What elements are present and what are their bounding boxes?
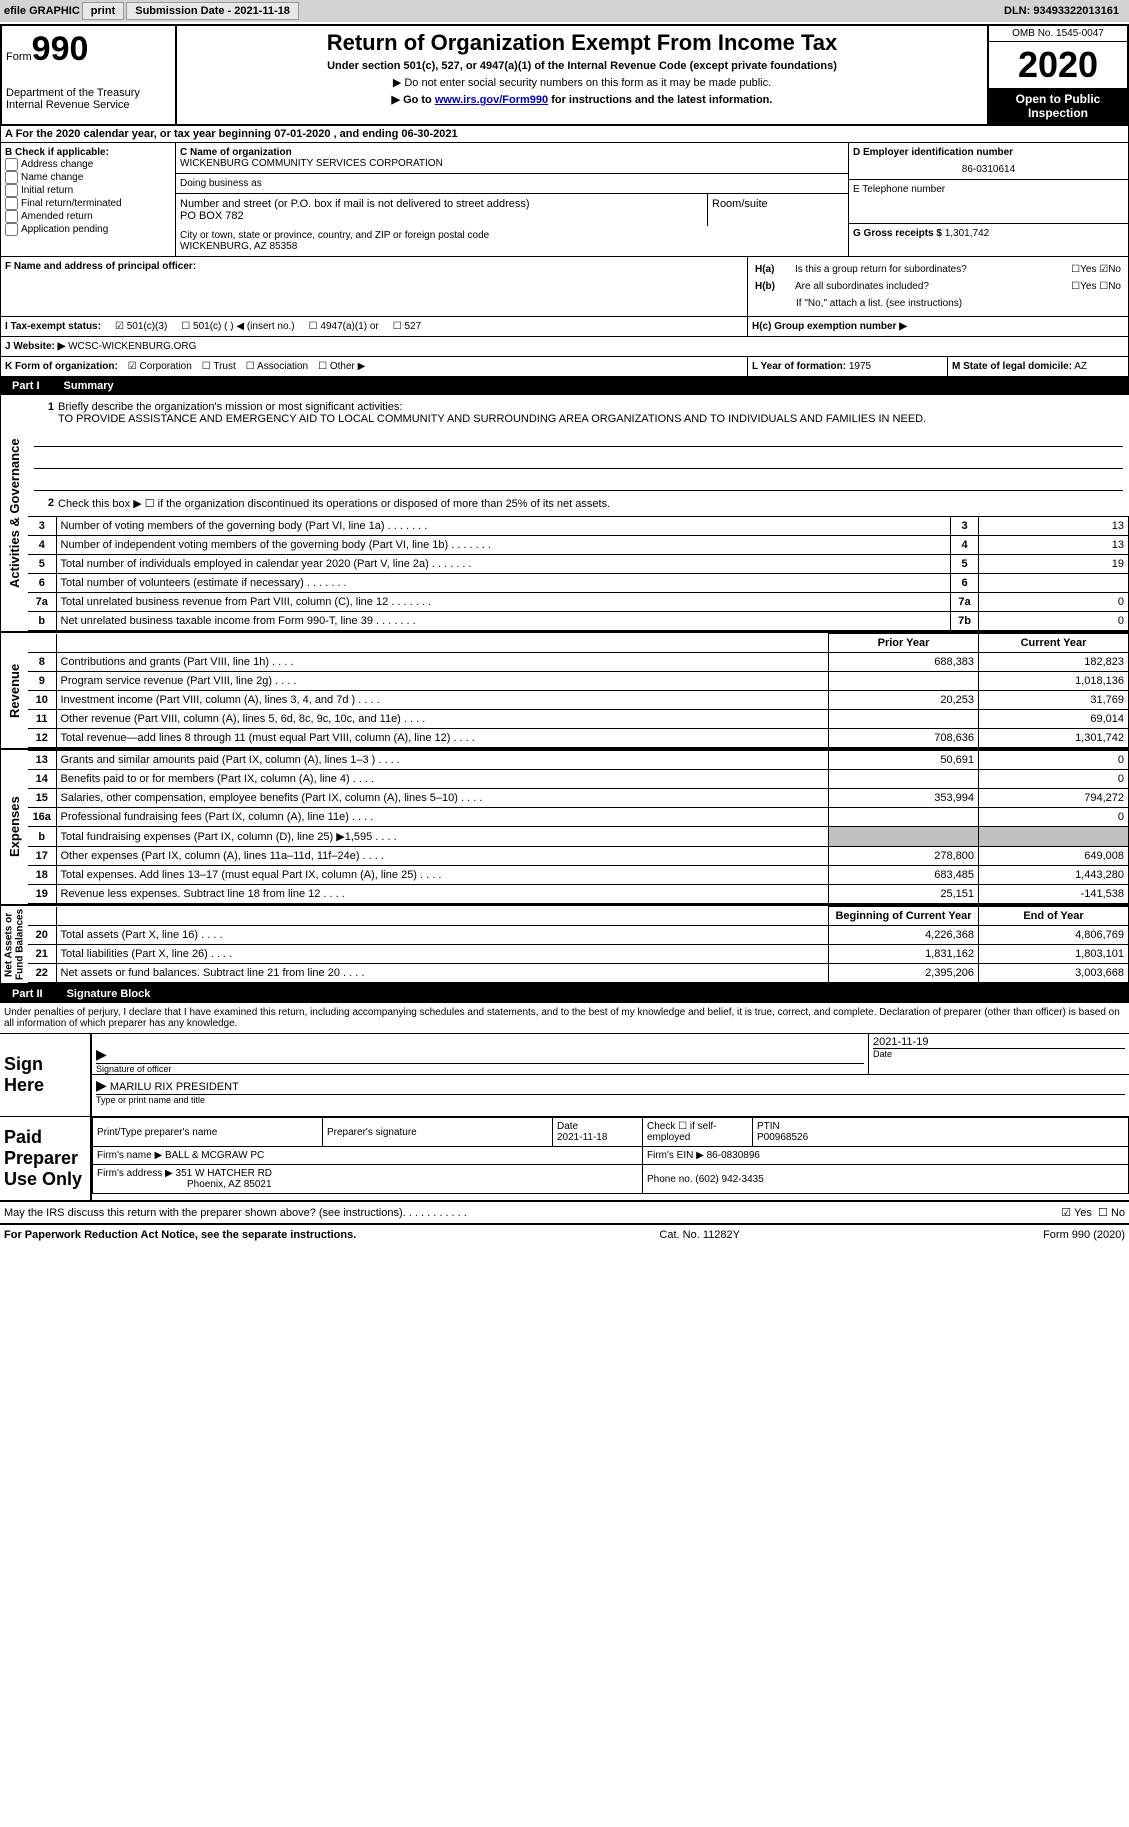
revenue-table: Prior YearCurrent Year8Contributions and… <box>28 633 1129 748</box>
chk-527[interactable]: ☐ 527 <box>393 321 421 332</box>
preparer-label: Paid Preparer Use Only <box>0 1117 90 1200</box>
section-fh: F Name and address of principal officer:… <box>0 257 1129 317</box>
side-net: Net Assets or Fund Balances <box>0 906 28 983</box>
section-c: C Name of organization WICKENBURG COMMUN… <box>176 143 848 256</box>
section-b: B Check if applicable: Address change Na… <box>1 143 176 256</box>
chk-assoc[interactable]: ☐ Association <box>246 361 308 372</box>
note-ssn: ▶ Do not enter social security numbers o… <box>181 76 983 89</box>
side-expenses: Expenses <box>0 750 28 904</box>
dept-label: Department of the Treasury Internal Reve… <box>6 87 171 111</box>
sign-here-label: Sign Here <box>0 1034 90 1116</box>
chk-address-change[interactable]: Address change <box>5 158 171 171</box>
efile-label: efile GRAPHIC <box>4 5 80 17</box>
section-j: J Website: ▶ WCSC-WICKENBURG.ORG <box>0 337 1129 357</box>
section-f-label: F Name and address of principal officer: <box>5 261 743 272</box>
form-subtitle: Under section 501(c), 527, or 4947(a)(1)… <box>181 60 983 72</box>
chk-trust[interactable]: ☐ Trust <box>202 361 236 372</box>
firm-addr: 351 W HATCHER RD <box>176 1168 273 1179</box>
part2-header: Part II Signature Block <box>0 985 1129 1003</box>
prep-date: 2021-11-18 <box>557 1132 607 1143</box>
dln-label: DLN: 93493322013161 <box>998 3 1125 19</box>
chk-discuss-yes[interactable]: ☑ Yes <box>1061 1206 1092 1219</box>
sig-date: 2021-11-19 <box>873 1036 1125 1048</box>
form-title: Return of Organization Exempt From Incom… <box>181 30 983 56</box>
mission-text: TO PROVIDE ASSISTANCE AND EMERGENCY AID … <box>34 413 1123 425</box>
section-klm: K Form of organization: ☑ Corporation ☐ … <box>0 357 1129 377</box>
section-hc: H(c) Group exemption number ▶ <box>748 317 1128 336</box>
chk-final-return[interactable]: Final return/terminated <box>5 197 171 210</box>
org-name-label: C Name of organization <box>180 147 844 158</box>
ein-label: D Employer identification number <box>853 147 1124 158</box>
chk-corp[interactable]: ☑ Corporation <box>128 361 192 372</box>
form-number: 990 <box>32 30 89 68</box>
preparer-block: Paid Preparer Use Only Print/Type prepar… <box>0 1117 1129 1202</box>
website-value: WCSC-WICKENBURG.ORG <box>68 341 196 352</box>
room-label: Room/suite <box>708 194 848 226</box>
print-button[interactable]: print <box>82 2 124 20</box>
form-header: Form990 Department of the Treasury Inter… <box>0 24 1129 126</box>
net-assets-table: Beginning of Current YearEnd of Year20To… <box>28 906 1129 983</box>
submission-date: Submission Date - 2021-11-18 <box>126 2 299 20</box>
year-formation: 1975 <box>849 361 871 372</box>
dba-label: Doing business as <box>176 174 848 194</box>
firm-name: BALL & MCGRAW PC <box>165 1150 264 1161</box>
side-governance: Activities & Governance <box>0 395 28 631</box>
org-name: WICKENBURG COMMUNITY SERVICES CORPORATIO… <box>180 158 844 169</box>
expenses-section: Expenses 13Grants and similar amounts pa… <box>0 750 1129 906</box>
omb-number: OMB No. 1545-0047 <box>989 26 1127 42</box>
public-inspection: Open to Public Inspection <box>989 88 1127 124</box>
governance-section: Activities & Governance 1Briefly describ… <box>0 395 1129 633</box>
city-label: City or town, state or province, country… <box>180 230 844 241</box>
ptin-value: P00968526 <box>757 1132 808 1143</box>
chk-amended[interactable]: Amended return <box>5 210 171 223</box>
irs-link[interactable]: www.irs.gov/Form990 <box>435 94 548 106</box>
chk-other[interactable]: ☐ Other ▶ <box>318 361 365 372</box>
note-link: ▶ Go to www.irs.gov/Form990 for instruct… <box>181 93 983 106</box>
chk-discuss-no[interactable]: ☐ No <box>1098 1206 1125 1219</box>
chk-initial-return[interactable]: Initial return <box>5 184 171 197</box>
chk-501c[interactable]: ☐ 501(c) ( ) ◀ (insert no.) <box>181 321 294 332</box>
governance-table: 3Number of voting members of the governi… <box>28 516 1129 631</box>
receipts-value: 1,301,742 <box>945 228 990 239</box>
net-assets-section: Net Assets or Fund Balances Beginning of… <box>0 906 1129 985</box>
tax-year: 2020 <box>989 42 1127 88</box>
section-b-label: B Check if applicable: <box>5 147 171 158</box>
revenue-section: Revenue Prior YearCurrent Year8Contribut… <box>0 633 1129 750</box>
state-domicile: AZ <box>1074 361 1087 372</box>
side-revenue: Revenue <box>0 633 28 748</box>
firm-ein: 86-0830896 <box>707 1150 760 1161</box>
chk-501c3[interactable]: ☑ 501(c)(3) <box>115 321 167 332</box>
section-d: D Employer identification number 86-0310… <box>848 143 1128 256</box>
receipts-label: G Gross receipts $ <box>853 228 942 239</box>
h-note: If "No," attach a list. (see instruction… <box>752 295 1124 312</box>
officer-name: MARILU RIX PRESIDENT <box>110 1081 239 1093</box>
part1-header: Part I Summary <box>0 377 1129 395</box>
addr-label: Number and street (or P.O. box if mail i… <box>180 198 703 210</box>
sig-declaration: Under penalties of perjury, I declare th… <box>0 1003 1129 1033</box>
section-bcd: B Check if applicable: Address change Na… <box>0 143 1129 257</box>
ein-value: 86-0310614 <box>853 158 1124 175</box>
city-value: WICKENBURG, AZ 85358 <box>180 241 844 252</box>
row-a-tax-year: A For the 2020 calendar year, or tax yea… <box>0 126 1129 143</box>
chk-name-change[interactable]: Name change <box>5 171 171 184</box>
irs-discuss-row: May the IRS discuss this return with the… <box>0 1202 1129 1225</box>
chk-4947[interactable]: ☐ 4947(a)(1) or <box>309 321 379 332</box>
expenses-table: 13Grants and similar amounts paid (Part … <box>28 750 1129 904</box>
addr-value: PO BOX 782 <box>180 210 703 222</box>
chk-pending[interactable]: Application pending <box>5 223 171 236</box>
section-i: I Tax-exempt status: ☑ 501(c)(3) ☐ 501(c… <box>0 317 1129 337</box>
page-footer: For Paperwork Reduction Act Notice, see … <box>0 1225 1129 1245</box>
phone-label: E Telephone number <box>853 184 1124 195</box>
sign-here-block: Sign Here ▶ Signature of officer 2021-11… <box>0 1033 1129 1117</box>
efile-bar: efile GRAPHIC print Submission Date - 20… <box>0 0 1129 22</box>
firm-phone: (602) 942-3435 <box>695 1174 763 1185</box>
